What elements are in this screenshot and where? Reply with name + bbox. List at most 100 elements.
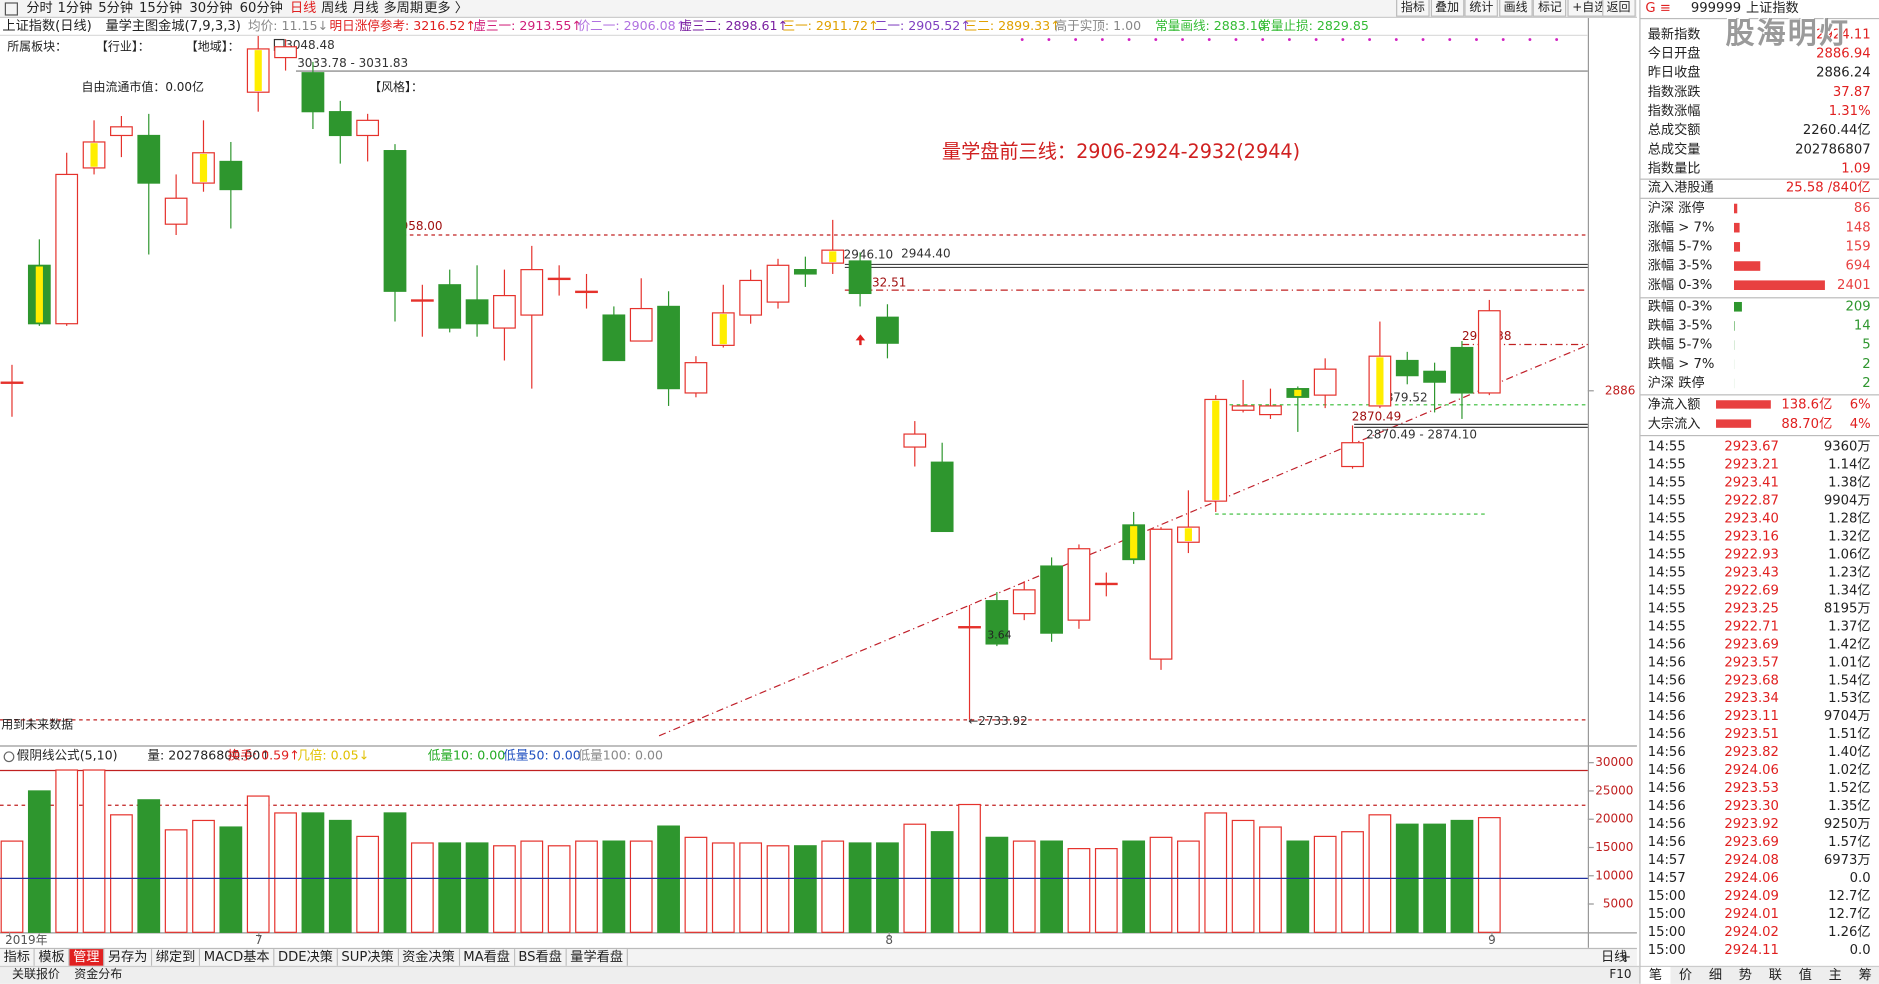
bottom-right-button[interactable]: +	[1620, 949, 1632, 965]
panel-tab[interactable]: 势	[1738, 967, 1752, 983]
candle-highlight	[1212, 400, 1220, 500]
bottom-tab[interactable]: 量学看盘	[566, 949, 628, 966]
status-item[interactable]: F10	[1609, 968, 1632, 982]
bottom-tab[interactable]: SUP决策	[337, 949, 399, 966]
period-tab[interactable]: 60分钟	[239, 0, 283, 16]
period-tab[interactable]: 5分钟	[98, 0, 134, 16]
period-tab[interactable]: 30分钟	[189, 0, 233, 16]
volume-bar	[1067, 848, 1091, 933]
volume-bar	[246, 795, 270, 933]
bottom-tab[interactable]: BS看盘	[514, 949, 567, 966]
breadth-label: 涨幅 5-7%	[1647, 238, 1713, 255]
bottom-tab[interactable]: 另存为	[104, 949, 153, 966]
tool-button[interactable]: 标记	[1533, 0, 1567, 17]
volume-bar	[1286, 840, 1310, 933]
indicator-value: 虚三二: 2898.61↑	[679, 19, 789, 34]
period-tab[interactable]: 月线	[352, 0, 379, 16]
period-tab[interactable]: 15分钟	[139, 0, 183, 16]
panel-tab[interactable]: 笔	[1640, 967, 1671, 984]
tool-button[interactable]: 叠加	[1430, 0, 1464, 17]
breadth-bar	[1733, 242, 1741, 252]
tick-time: 14:55	[1647, 474, 1686, 491]
volume-bar	[27, 790, 51, 933]
tick-price: 2923.21	[1724, 456, 1779, 473]
volume-bar	[219, 826, 243, 933]
panel-tab[interactable]: 细	[1708, 967, 1723, 983]
tick-time: 14:55	[1647, 438, 1686, 455]
signal-dot	[1368, 38, 1372, 41]
quote-label: 总成交额	[1647, 122, 1701, 138]
candle-body	[110, 126, 133, 137]
volume-bar	[793, 845, 817, 933]
tool-button[interactable]: 返回	[1601, 0, 1636, 17]
volume-bar	[110, 814, 133, 933]
breadth-count: 2	[1862, 375, 1871, 391]
volume-bar	[739, 842, 763, 933]
breadth-count: 2401	[1837, 276, 1871, 293]
volume-bar	[547, 845, 571, 933]
status-item[interactable]: 关联报价	[11, 968, 60, 982]
bottom-tab[interactable]: 绑定到	[152, 949, 201, 966]
annotation: 所属板块：	[7, 40, 68, 54]
breadth-bar	[1733, 203, 1738, 214]
status-item[interactable]: 资金分布	[74, 968, 123, 982]
indicator-value: 常量画线: 2883.10	[1155, 19, 1266, 34]
bottom-tab[interactable]: MA看盘	[459, 949, 515, 966]
panel-tab[interactable]: 筹	[1858, 967, 1872, 983]
panel-tab[interactable]: 值	[1798, 967, 1812, 983]
tick-volume: 9250万	[1823, 816, 1871, 832]
price-level-label: 2946.10	[844, 248, 894, 262]
hk-label: 流入港股通	[1647, 179, 1714, 196]
tick-price: 2923.53	[1724, 780, 1779, 796]
tick-time: 14:56	[1647, 672, 1686, 688]
signal-dot	[1154, 38, 1158, 41]
period-tab[interactable]: 更多 〉	[424, 0, 468, 16]
period-tab[interactable]: 多周期	[383, 0, 424, 16]
tick-time: 14:55	[1647, 492, 1686, 509]
indicator-value: 均价: 11.15↓	[248, 19, 329, 34]
breadth-label: 跌幅 0-3%	[1647, 298, 1713, 314]
tool-button[interactable]: 统计	[1464, 0, 1499, 17]
bottom-tab[interactable]: 模板	[34, 949, 70, 966]
volume-tick-label: 15000	[1595, 840, 1633, 854]
period-tab[interactable]: 日线	[289, 0, 317, 16]
x-tick-label: 8	[885, 933, 893, 947]
tool-button[interactable]: 画线	[1498, 0, 1533, 17]
tick-volume: 0.0	[1849, 941, 1871, 958]
volume-bar	[410, 842, 434, 933]
candle-body	[602, 314, 626, 362]
bottom-tab[interactable]: MACD基本	[200, 949, 275, 966]
breadth-bar	[1733, 301, 1742, 312]
bottom-right-button[interactable]: 日线	[1600, 949, 1628, 965]
breadth-count: 14	[1853, 317, 1871, 334]
candle-highlight	[1376, 357, 1384, 405]
tick-volume: 1.23亿	[1828, 564, 1871, 580]
bottom-tab[interactable]: 指标	[0, 949, 35, 966]
candle-body	[438, 284, 462, 329]
annotation: 【地域】：	[185, 40, 240, 54]
breadth-count: 5	[1862, 336, 1871, 353]
candle-body	[1313, 368, 1337, 396]
quote-value: 37.87	[1832, 83, 1871, 100]
panel-tab[interactable]: 价	[1678, 967, 1693, 983]
bottom-tab[interactable]: 资金决策	[398, 949, 460, 966]
flow-amount: 88.70亿	[1781, 415, 1833, 432]
panel-tab[interactable]: 主	[1828, 967, 1842, 983]
volume-value: 低量100: 0.00	[577, 748, 664, 764]
period-tab[interactable]: 分时	[26, 0, 53, 16]
volume-bar	[985, 836, 1009, 933]
period-tab[interactable]: 周线	[321, 0, 348, 16]
signal-dot	[1341, 38, 1345, 41]
panel-tab[interactable]: 联	[1768, 967, 1782, 983]
tick-price: 2922.69	[1724, 582, 1779, 598]
bottom-tab[interactable]: 管理	[69, 949, 105, 966]
tool-button[interactable]: 指标	[1396, 0, 1430, 17]
period-tab[interactable]: 1分钟	[57, 0, 93, 16]
tick-time: 15:00	[1647, 941, 1686, 958]
candle-body	[301, 72, 325, 113]
tick-time: 14:55	[1647, 456, 1686, 473]
candle-highlight	[1294, 389, 1302, 397]
signal-dot	[1100, 38, 1104, 41]
bottom-tab[interactable]: DDE决策	[274, 949, 338, 966]
tool-button[interactable]: +自选	[1567, 0, 1612, 17]
